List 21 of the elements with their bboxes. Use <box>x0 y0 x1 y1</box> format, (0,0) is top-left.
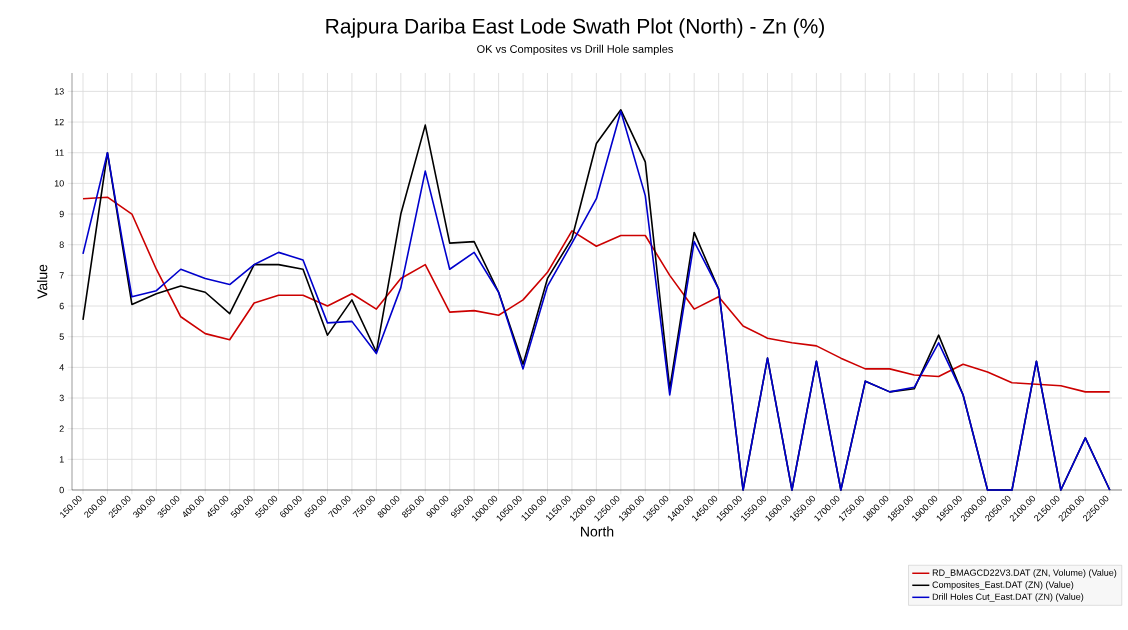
y-tick-label: 5 <box>59 333 64 340</box>
y-axis-title: Value <box>37 264 48 299</box>
y-tick-label: 1 <box>59 456 64 463</box>
y-tick-label: 11 <box>55 149 64 156</box>
y-tick-label: 7 <box>59 272 64 279</box>
legend-label: Composites_East.DAT (ZN) (Value) <box>932 581 1074 590</box>
y-tick-label: 4 <box>59 364 64 371</box>
chart-title: Rajpura Dariba East Lode Swath Plot (North) - Zn (%) <box>326 18 824 38</box>
y-tick-label: 3 <box>59 394 64 402</box>
y-tick-label: 8 <box>59 241 64 248</box>
y-tick-label: 10 <box>54 180 64 187</box>
legend-label: Drill Holes Cut_East.DAT (ZN) (Value) <box>932 593 1084 602</box>
y-tick-label: 2 <box>59 425 64 432</box>
y-tick-label: 9 <box>59 210 64 218</box>
chart-subtitle: OK vs Composites vs Drill Hole samples <box>477 44 673 56</box>
y-tick-label: 6 <box>59 302 64 310</box>
y-tick-label: 12 <box>54 118 64 126</box>
legend-label: RD_BMAGCD22V3.DAT (ZN, Volume) (Value) <box>932 569 1117 578</box>
x-axis-title: North <box>581 526 614 537</box>
y-tick-label: 0 <box>59 486 64 494</box>
y-tick-label: 13 <box>54 88 64 95</box>
